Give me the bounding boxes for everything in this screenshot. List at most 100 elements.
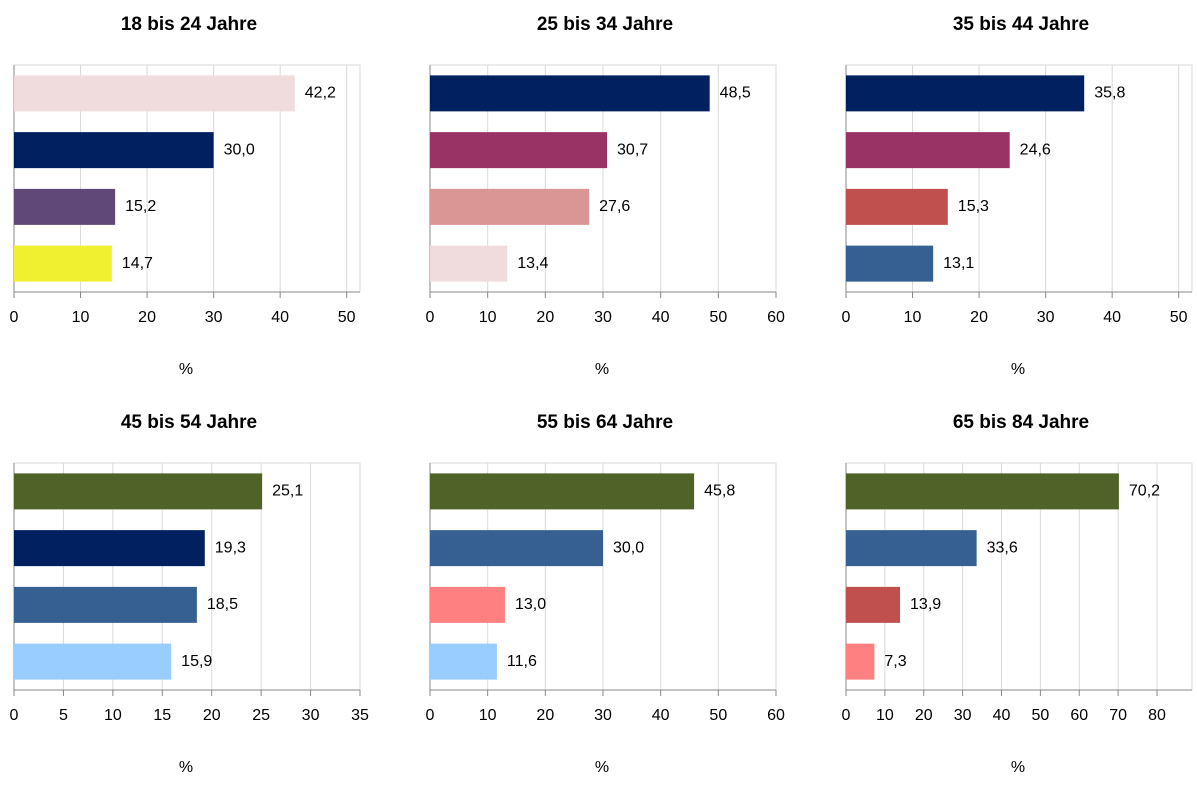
- x-tick-label: 30: [594, 309, 612, 326]
- x-tick-label: 30: [594, 707, 612, 724]
- x-tick-label: 20: [138, 309, 156, 326]
- chart-title: 35 bis 44 Jahre: [953, 14, 1089, 35]
- x-tick-label: 20: [536, 309, 554, 326]
- value-label: 19,3: [215, 539, 246, 556]
- bar: [430, 643, 497, 680]
- bar: [846, 188, 948, 225]
- x-tick-label: 60: [767, 707, 785, 724]
- value-label: 13,1: [943, 255, 974, 272]
- bar: [846, 643, 875, 680]
- panel: 35 bis 44 Jahre 0 10 20 30 40 50% 35,8 24,6 15,3 1…: [842, 14, 1193, 378]
- x-tick-label: 60: [767, 309, 785, 326]
- bar: [14, 75, 295, 112]
- bar: [430, 75, 710, 112]
- value-label: 15,9: [181, 653, 212, 670]
- value-label: 18,5: [207, 596, 238, 613]
- x-tick-label: 10: [479, 309, 497, 326]
- x-tick-label: 30: [205, 309, 223, 326]
- bar: [14, 530, 205, 567]
- bar: [14, 188, 116, 225]
- value-label: 45,8: [704, 483, 735, 500]
- bar: [846, 586, 901, 623]
- x-tick-label: 0: [842, 309, 851, 326]
- bar: [430, 473, 695, 510]
- x-tick-label: 80: [1148, 707, 1166, 724]
- value-label: 15,3: [958, 198, 989, 215]
- value-label: 11,6: [507, 653, 537, 670]
- x-tick-label: 0: [426, 707, 435, 724]
- x-axis-label: %: [179, 759, 193, 776]
- value-label: 30,7: [617, 141, 648, 158]
- value-label: 13,4: [517, 255, 548, 272]
- bar: [846, 473, 1119, 510]
- panel: 18 bis 24 Jahre 0 10 20 30 40 50% 42,2 30,0 15,2 1…: [10, 14, 361, 378]
- bar: [14, 245, 112, 282]
- bar: [430, 132, 608, 169]
- x-tick-label: 10: [104, 707, 122, 724]
- x-tick-label: 40: [993, 707, 1011, 724]
- bar: [846, 132, 1010, 169]
- value-label: 13,9: [910, 596, 941, 613]
- value-label: 33,6: [987, 539, 1018, 556]
- value-label: 35,8: [1094, 85, 1125, 102]
- x-tick-label: 20: [915, 707, 933, 724]
- x-tick-label: 40: [1103, 309, 1121, 326]
- bar: [430, 586, 505, 623]
- x-tick-label: 50: [1170, 309, 1188, 326]
- x-tick-label: 15: [153, 707, 171, 724]
- bar: [14, 132, 214, 169]
- x-tick-label: 10: [904, 309, 922, 326]
- value-label: 27,6: [599, 198, 630, 215]
- x-tick-label: 0: [10, 707, 19, 724]
- x-tick-label: 0: [426, 309, 435, 326]
- x-tick-label: 0: [842, 707, 851, 724]
- value-label: 14,7: [122, 255, 153, 272]
- bar: [430, 188, 590, 225]
- panel: 45 bis 54 Jahre 0 5 10 15 20 25 30 35% 25,1 19,3 18…: [10, 412, 369, 776]
- chart-title: 45 bis 54 Jahre: [121, 412, 257, 433]
- value-label: 42,2: [305, 85, 336, 102]
- value-label: 30,0: [224, 141, 255, 158]
- x-tick-label: 40: [652, 309, 670, 326]
- value-label: 24,6: [1020, 141, 1051, 158]
- x-tick-label: 60: [1070, 707, 1088, 724]
- x-tick-label: 30: [954, 707, 972, 724]
- x-tick-label: 70: [1109, 707, 1127, 724]
- value-label: 13,0: [515, 596, 546, 613]
- chart-title: 18 bis 24 Jahre: [121, 14, 257, 35]
- x-tick-label: 50: [709, 309, 727, 326]
- x-tick-label: 0: [10, 309, 19, 326]
- x-tick-label: 20: [203, 707, 221, 724]
- bar: [430, 245, 508, 282]
- chart-title: 65 bis 84 Jahre: [953, 412, 1089, 433]
- x-axis-label: %: [1011, 361, 1025, 378]
- x-tick-label: 30: [302, 707, 320, 724]
- chart-title: 55 bis 64 Jahre: [537, 412, 673, 433]
- bar: [846, 530, 977, 567]
- value-label: 70,2: [1129, 483, 1160, 500]
- bar: [14, 586, 197, 623]
- x-tick-label: 20: [536, 707, 554, 724]
- panel: 25 bis 34 Jahre 0 10 20 30 40 50 60% 48,5 30,7 27,…: [426, 14, 785, 378]
- x-tick-label: 50: [709, 707, 727, 724]
- bar: [846, 75, 1085, 112]
- x-tick-label: 50: [1031, 707, 1049, 724]
- x-tick-label: 10: [72, 309, 90, 326]
- x-tick-label: 10: [876, 707, 894, 724]
- bar: [14, 473, 263, 510]
- x-tick-label: 50: [338, 309, 356, 326]
- value-label: 7,3: [884, 653, 906, 670]
- value-label: 15,2: [125, 198, 156, 215]
- x-tick-label: 10: [479, 707, 497, 724]
- panel: 65 bis 84 Jahre 0 10 20 30 40 50 60 70 80% 70,2 33,…: [842, 412, 1193, 776]
- x-axis-label: %: [595, 759, 609, 776]
- x-tick-label: 25: [252, 707, 270, 724]
- panel: 55 bis 64 Jahre 0 10 20 30 40 50 60% 45,8 30,0 13,…: [426, 412, 785, 776]
- bar: [846, 245, 934, 282]
- x-tick-label: 30: [1037, 309, 1055, 326]
- x-tick-label: 40: [652, 707, 670, 724]
- x-axis-label: %: [179, 361, 193, 378]
- value-label: 25,1: [272, 483, 303, 500]
- x-axis-label: %: [595, 361, 609, 378]
